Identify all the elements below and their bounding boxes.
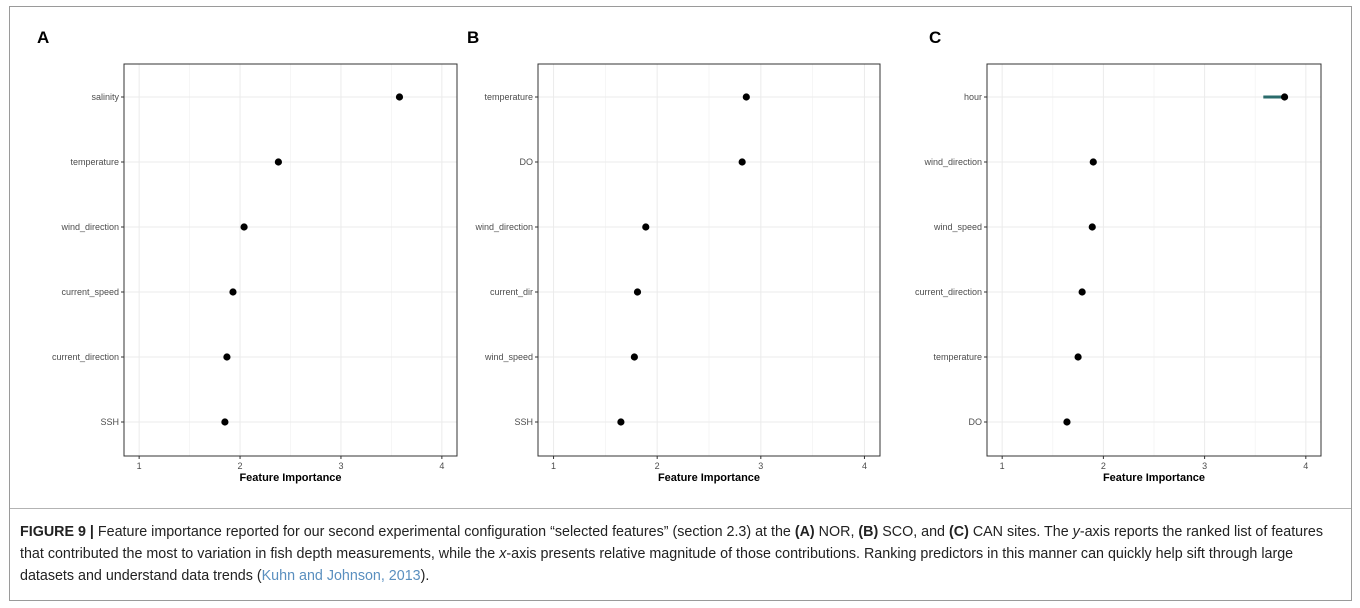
caption-text-3: -axis presents relative magnitude of tho…	[20, 546, 1294, 584]
caption-site-a: NOR,	[814, 524, 859, 540]
y-tick-label: wind_direction	[923, 157, 982, 167]
importance-point	[1088, 223, 1096, 231]
x-axis-title: Feature Importance	[239, 472, 341, 484]
chart-panel-c: 1 2 3 4 hour wind_direction wind_speed current_…	[915, 63, 1322, 484]
x-tick-label: 2	[238, 461, 243, 471]
panel-border	[537, 63, 881, 457]
caption-tag-b: (B)	[858, 524, 879, 540]
x-tick-label: 2	[655, 461, 660, 471]
caption-text-2: -axis reports the ranked list of feature…	[20, 524, 1323, 562]
y-tick-label: wind_direction	[474, 222, 533, 232]
importance-point	[1089, 158, 1097, 166]
x-tick-label: 4	[439, 461, 444, 471]
chart-panel-b: 1 2 3 4 temperature DO wind_direction current_d…	[474, 63, 881, 484]
importance-point	[642, 223, 650, 231]
panel-label-c: C	[929, 28, 942, 47]
importance-point	[274, 158, 282, 166]
caption-y-axis: y	[1072, 524, 1080, 540]
y-tick-label: temperature	[70, 157, 119, 167]
panel-border	[986, 63, 1322, 457]
x-axis-title: Feature Importance	[1103, 472, 1205, 484]
y-tick-label: SSH	[514, 417, 533, 427]
y-tick-label: hour	[964, 92, 982, 102]
importance-point	[617, 418, 625, 426]
importance-point	[738, 158, 746, 166]
importance-point	[1063, 418, 1071, 426]
y-tick-label: wind_direction	[60, 222, 119, 232]
importance-point	[630, 353, 638, 361]
y-tick-label: current_speed	[61, 287, 119, 297]
importance-point	[633, 288, 642, 296]
caption-divider	[10, 508, 1351, 509]
y-tick-label: DO	[969, 417, 983, 427]
panel-label-b: B	[467, 28, 480, 47]
y-tick-label: wind_speed	[933, 222, 982, 232]
importance-point	[223, 353, 231, 361]
importance-point	[395, 93, 404, 101]
figure-label: FIGURE 9 |	[20, 524, 94, 540]
importance-point	[221, 418, 229, 426]
caption-tag-c: (C)	[948, 524, 969, 540]
chart-panel-a: 1 2 3 4 salinity temperature wind_directioncur…	[52, 63, 458, 484]
x-tick-label: 1	[137, 461, 142, 471]
x-tick-label: 4	[1303, 461, 1308, 471]
caption-site-c: CAN sites. The	[968, 524, 1073, 540]
x-tick-label: 3	[1202, 461, 1207, 471]
y-tick-label: temperature	[484, 92, 533, 102]
x-tick-label: 2	[1101, 461, 1106, 471]
caption-citation-link[interactable]: Kuhn and Johnson, 2013	[261, 568, 421, 584]
x-tick-label: 4	[862, 461, 867, 471]
y-tick-label: SSH	[100, 417, 119, 427]
y-tick-label: wind_speed	[484, 352, 533, 362]
caption-x-axis: x	[499, 546, 507, 562]
y-tick-label: salinity	[91, 92, 119, 102]
panel-border	[123, 63, 458, 457]
panel-label-a: A	[37, 28, 50, 47]
caption-text-end: ).	[420, 568, 430, 584]
x-axis-title: Feature Importance	[658, 472, 760, 484]
caption-site-b: SCO, and	[878, 524, 949, 540]
importance-point	[1078, 288, 1086, 296]
x-tick-label: 1	[551, 461, 556, 471]
x-tick-label: 1	[1000, 461, 1005, 471]
x-tick-label: 3	[758, 461, 763, 471]
caption-tag-a: (A)	[794, 524, 815, 540]
x-tick-label: 3	[338, 461, 343, 471]
y-tick-label: DO	[520, 157, 534, 167]
importance-point	[742, 93, 750, 101]
y-tick-label: temperature	[933, 352, 982, 362]
importance-point	[229, 288, 237, 296]
importance-point	[1074, 353, 1082, 361]
y-tick-label: current_direction	[915, 287, 982, 297]
y-tick-label: current_dir	[490, 287, 533, 297]
figure-caption: FIGURE 9 | Feature importance reported f…	[20, 521, 1346, 587]
importance-point	[1280, 93, 1289, 101]
y-tick-label: current_direction	[52, 352, 119, 362]
caption-text-1: Feature importance reported for our seco…	[93, 524, 795, 540]
importance-point	[240, 223, 248, 231]
